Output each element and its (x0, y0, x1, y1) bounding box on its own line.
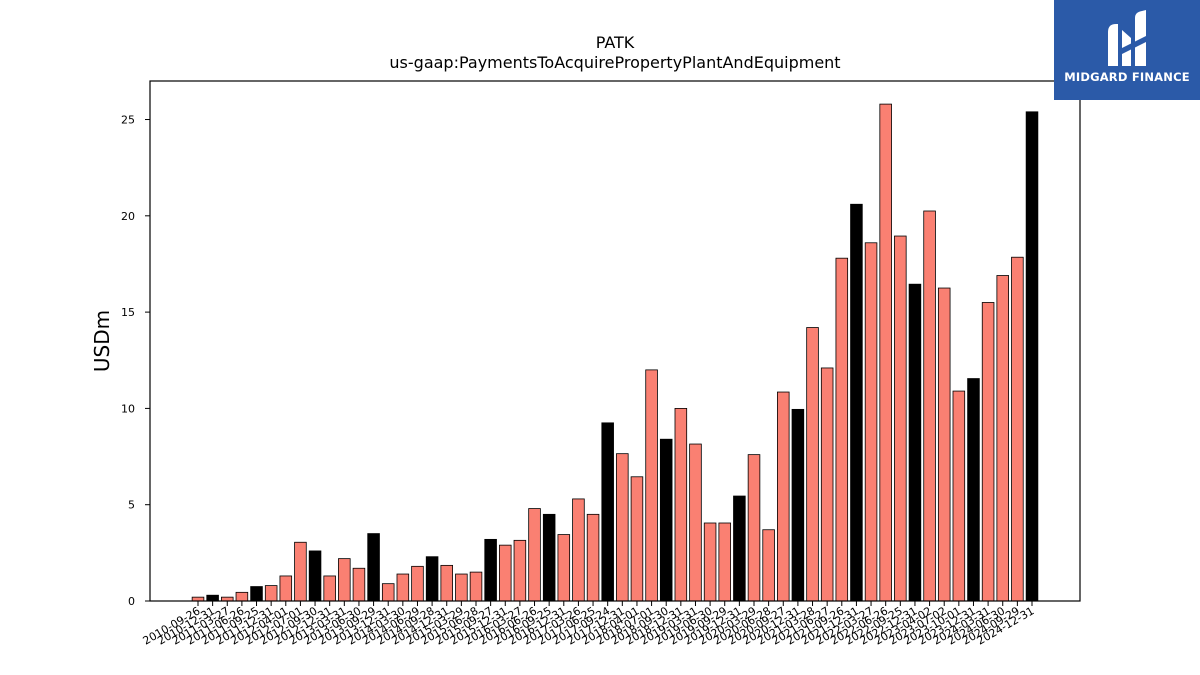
bar-2019-06-30 (703, 522, 717, 602)
brand-logo: MIDGARD FINANCE (1054, 0, 1200, 100)
bar-2022-03-27 (864, 242, 878, 602)
bar-2021-03-28 (806, 327, 819, 602)
bar-2015-12-31 (499, 544, 512, 602)
bar-2018-12-31 (674, 408, 688, 602)
bar-2024-03-31 (981, 302, 995, 602)
bar-2013-12-31 (381, 583, 395, 602)
bar-2017-12-31 (616, 453, 629, 602)
y-tick-label: 0 (128, 595, 135, 608)
bar-2014-03-30 (396, 573, 410, 602)
bar-2010-12-31 (206, 594, 219, 602)
bar-2023-07-02 (937, 287, 951, 602)
bar-2020-03-29 (747, 454, 761, 602)
bar-2020-06-28 (762, 529, 775, 602)
y-tick-label: 20 (121, 210, 135, 223)
bar-2021-06-27 (820, 367, 834, 602)
bar-2023-12-31 (967, 378, 980, 602)
bar-2012-09-30 (308, 550, 322, 602)
bar-2023-10-01 (952, 390, 966, 602)
bar-2012-07-01 (294, 541, 307, 602)
bar-2021-12-31 (850, 203, 863, 602)
chart-title: PATK (596, 33, 635, 52)
bar-2012-04-01 (279, 575, 293, 602)
bar-2022-06-26 (879, 103, 892, 602)
bar-2015-09-27 (484, 538, 497, 602)
bar-2013-03-31 (338, 558, 351, 602)
bar-2016-03-27 (513, 539, 527, 602)
bar-2024-12-31 (1025, 111, 1039, 602)
bar-2013-09-29 (367, 533, 380, 602)
bar-2014-12-31 (440, 564, 453, 602)
bar-2014-09-28 (425, 556, 439, 602)
bar-2017-06-25 (586, 513, 600, 602)
bar-2019-09-29 (718, 522, 731, 602)
bar-2016-06-26 (528, 508, 541, 602)
bar-2011-12-31 (264, 585, 278, 602)
bar-2016-12-31 (557, 534, 571, 602)
bar-2023-04-02 (923, 210, 936, 602)
y-tick-label: 15 (121, 306, 135, 319)
bars (191, 103, 1039, 602)
bar-2017-03-26 (572, 498, 585, 602)
bar-2020-09-27 (777, 391, 790, 602)
bar-2014-06-29 (411, 565, 424, 602)
midgard-logo-icon (1108, 10, 1146, 66)
bar-2015-06-28 (469, 571, 483, 602)
bar-2019-03-31 (689, 443, 702, 602)
bar-2017-09-24 (601, 422, 614, 602)
bar-2011-06-26 (235, 591, 249, 602)
bar-2020-12-31 (791, 408, 805, 602)
bar-2022-12-31 (908, 283, 922, 602)
y-tick-label: 25 (121, 114, 135, 127)
bar-2018-09-30 (659, 438, 673, 602)
bar-2024-09-29 (1011, 256, 1024, 602)
bar-2018-07-01 (645, 369, 658, 602)
bar-2022-09-25 (894, 235, 907, 602)
bar-2016-09-25 (542, 513, 556, 602)
y-tick-label: 5 (128, 499, 135, 512)
plot-frame (149, 80, 1081, 602)
bar-2013-06-30 (352, 567, 366, 602)
bar-2018-04-01 (630, 476, 644, 602)
bar-2011-09-25 (250, 586, 263, 602)
bar-2015-03-29 (455, 573, 468, 602)
bar-2019-12-31 (733, 495, 746, 602)
y-tick-label: 10 (121, 402, 135, 415)
chart-subtitle: us-gaap:PaymentsToAcquirePropertyPlantAn… (389, 53, 840, 72)
x-axis-ticks: 2010-09-262010-12-312011-03-272011-06-26… (141, 601, 1037, 648)
logo-text: MIDGARD FINANCE (1064, 70, 1190, 84)
y-axis-ticks: 0 5 10 15 20 25 (121, 114, 150, 608)
y-axis-label: USDm (90, 310, 114, 372)
bar-2012-12-31 (323, 575, 336, 602)
bar-2021-09-26 (835, 257, 849, 602)
bar-2024-06-30 (996, 275, 1009, 602)
